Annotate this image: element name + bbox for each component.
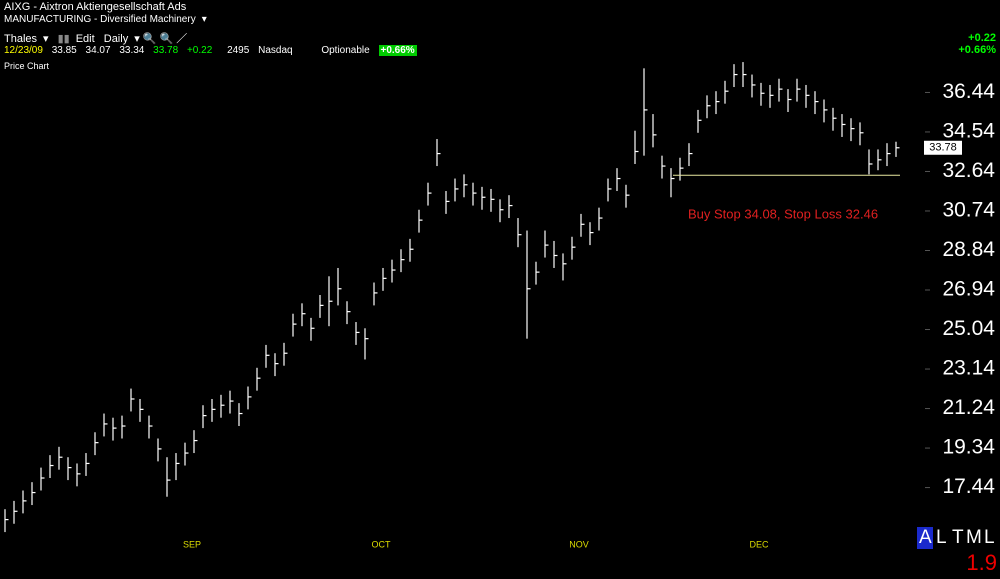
annotation: Buy Stop 34.08, Stop Loss 32.46 (688, 206, 878, 221)
quote-low: 33.34 (119, 45, 145, 56)
symbol-title: AIXG - Aixtron Aktiengesellschaft Ads (4, 1, 187, 13)
change-pct: +0.66% (958, 44, 996, 56)
quote-row: 12/23/09 33.85 34.07 33.34 33.78 +0.22 2… (4, 45, 423, 56)
mode[interactable]: T (952, 527, 964, 548)
quote-last: 33.78 (153, 45, 179, 56)
change: +0.22 (968, 32, 996, 44)
last-price-box (924, 140, 962, 155)
x-tick-label: SEP (183, 539, 201, 549)
mode[interactable]: L (984, 527, 995, 548)
mode[interactable]: A (919, 527, 932, 548)
y-tick-label: 25.04 (942, 317, 995, 340)
mode-highlight (917, 527, 933, 549)
x-tick-label: OCT (372, 539, 392, 549)
pane-label: Price Chart (4, 61, 50, 71)
quote-exchange: Nasdaq (258, 45, 293, 56)
y-tick-label: 23.14 (942, 357, 995, 380)
quote-volume: 2495 (227, 45, 250, 56)
industry[interactable]: MANUFACTURING - Diversified Machinery ▾ (4, 14, 207, 25)
y-tick-label: 21.24 (942, 396, 995, 419)
change-box: +0.22 +0.66% (958, 32, 996, 56)
quote-date: 12/23/09 (4, 45, 43, 56)
y-tick-label: 36.44 (942, 80, 995, 103)
y-tick-label: 30.74 (942, 199, 995, 222)
y-tick-label: 26.94 (942, 278, 995, 301)
quote-high: 34.07 (85, 45, 111, 56)
quote-open: 33.85 (51, 45, 77, 56)
quote-change: +0.22 (186, 45, 213, 56)
toolbar-button[interactable]: Thales (4, 33, 38, 45)
quote-optionable: Optionable (321, 45, 370, 56)
y-tick-label: 32.64 (942, 159, 995, 182)
mode-bar: A L T M L (917, 527, 995, 549)
mode[interactable]: L (936, 527, 947, 548)
toolbar-button[interactable]: Daily (103, 33, 129, 45)
industry-text: MANUFACTURING - Diversified Machinery (4, 14, 196, 25)
quote-change-pct: +0.66% (378, 45, 417, 56)
toolbar-button[interactable]: Edit (75, 33, 95, 45)
y-tick-label: 34.54 (942, 120, 995, 143)
mode[interactable]: M (966, 527, 982, 548)
last-price-label: 33.78 (929, 142, 957, 154)
y-tick-label: 17.44 (942, 475, 995, 498)
y-tick-label: 28.84 (942, 238, 995, 261)
toolbar: Thales ▾ ▮▮ Edit Daily ▾ 🔍 🔍 ／ (4, 33, 188, 45)
scale-step: 1.9 (966, 550, 997, 575)
x-tick-label: DEC (749, 539, 769, 549)
y-tick-label: 19.34 (942, 436, 995, 459)
x-tick-label: NOV (569, 539, 589, 549)
